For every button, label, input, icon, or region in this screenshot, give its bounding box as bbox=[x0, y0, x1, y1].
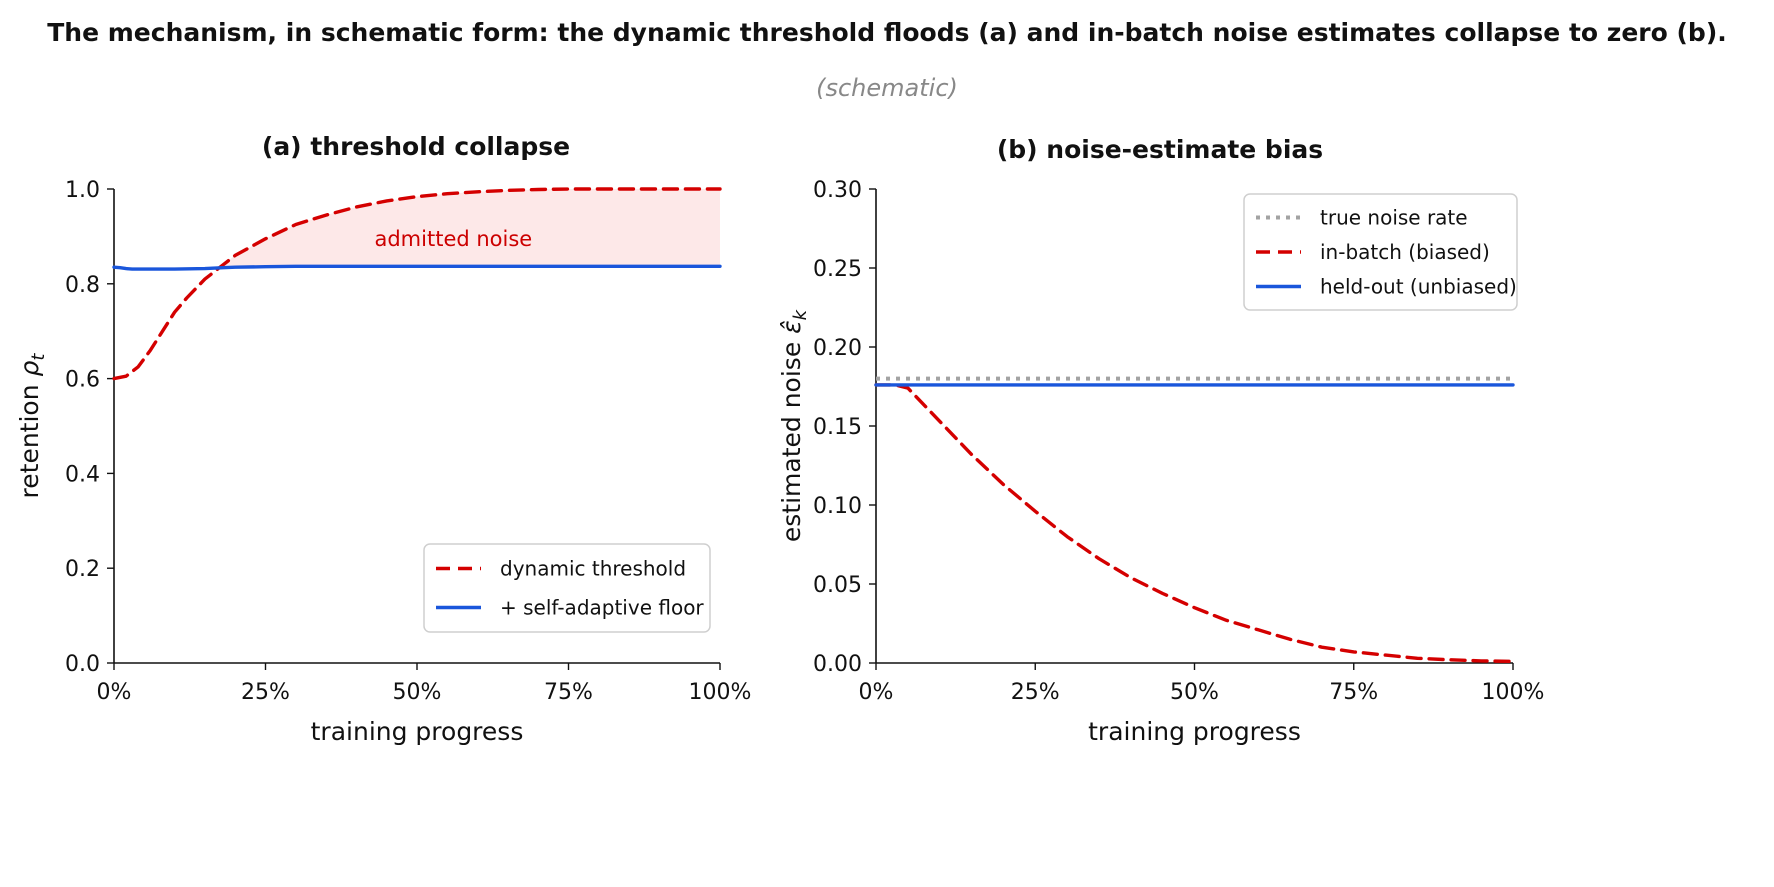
y-tick-label: 0.8 bbox=[65, 273, 100, 298]
x-axis-label: training progress bbox=[311, 717, 524, 746]
y-axis-label-subscript: t bbox=[28, 353, 49, 361]
y-tick-label: 0.05 bbox=[813, 573, 862, 598]
x-tick-label: 75% bbox=[1329, 680, 1378, 705]
annotation-admitted-noise: admitted noise bbox=[374, 227, 532, 251]
x-tick-label: 25% bbox=[241, 680, 290, 705]
x-tick-label: 50% bbox=[1170, 680, 1219, 705]
x-tick-label: 0% bbox=[859, 680, 894, 705]
x-tick-label: 75% bbox=[544, 680, 593, 705]
y-axis-label-symbol: ρ bbox=[15, 360, 44, 376]
admitted-noise-region bbox=[220, 189, 721, 268]
y-tick-label: 0.15 bbox=[813, 415, 862, 440]
y-axis-label-text: retention bbox=[15, 376, 44, 498]
chart-panel-threshold-collapse: 0.0 0.2 0.4 0.6 0.8 1.0 0% 25% 50% 75% 100% (a) thr… bbox=[15, 132, 751, 746]
y-tick-label: 0.30 bbox=[813, 178, 862, 203]
x-tick-label: 25% bbox=[1011, 680, 1060, 705]
x-tick-label: 50% bbox=[393, 680, 442, 705]
y-tick-label: 0.4 bbox=[65, 462, 100, 487]
y-axis-label: estimated noise ε̂k bbox=[777, 308, 811, 542]
y-tick-label: 0.00 bbox=[813, 652, 862, 677]
y-tick-label: 0.25 bbox=[813, 257, 862, 282]
y-tick-label: 0.10 bbox=[813, 494, 862, 519]
x-tick-label: 100% bbox=[689, 680, 752, 705]
y-tick-label: 1.0 bbox=[65, 178, 100, 203]
series-line-dynamic-threshold bbox=[112, 187, 722, 381]
figure-subtitle: (schematic) bbox=[816, 74, 958, 102]
figure-title: The mechanism, in schematic form: the dy… bbox=[47, 18, 1727, 47]
y-axis-label-subscript: k bbox=[790, 308, 811, 320]
legend-label-held-out-unbiased: held-out (unbiased) bbox=[1320, 275, 1517, 299]
panel-title: (b) noise-estimate bias bbox=[997, 135, 1323, 164]
legend-box bbox=[423, 543, 711, 633]
series-line-self-adaptive-floor bbox=[112, 264, 722, 271]
series-line-in-batch-biased bbox=[874, 383, 1515, 664]
y-axis-label: retention ρt bbox=[15, 353, 49, 499]
legend-label-dynamic-threshold: dynamic threshold bbox=[500, 557, 686, 581]
legend-label-self-adaptive-floor: + self-adaptive floor bbox=[500, 596, 704, 620]
panel-title: (a) threshold collapse bbox=[262, 132, 570, 161]
legend-label-true-noise-rate: true noise rate bbox=[1320, 206, 1468, 230]
legend-label-in-batch-biased: in-batch (biased) bbox=[1320, 240, 1490, 264]
y-tick-label: 0.2 bbox=[65, 557, 100, 582]
legend-box bbox=[1243, 193, 1518, 311]
chart-panel-noise-estimate-bias: 0.00 0.05 0.10 0.15 0.20 0.25 0.30 0% 25% 50% 75% 1… bbox=[777, 135, 1544, 746]
y-tick-label: 0.0 bbox=[65, 652, 100, 677]
x-tick-label: 0% bbox=[97, 680, 132, 705]
x-axis-label: training progress bbox=[1088, 717, 1301, 746]
y-axis-label-symbol: ε̂ bbox=[777, 320, 806, 334]
x-tick-label: 100% bbox=[1482, 680, 1545, 705]
y-tick-label: 0.6 bbox=[65, 368, 100, 393]
y-axis-label-text: estimated noise bbox=[777, 334, 806, 542]
y-tick-label: 0.20 bbox=[813, 336, 862, 361]
